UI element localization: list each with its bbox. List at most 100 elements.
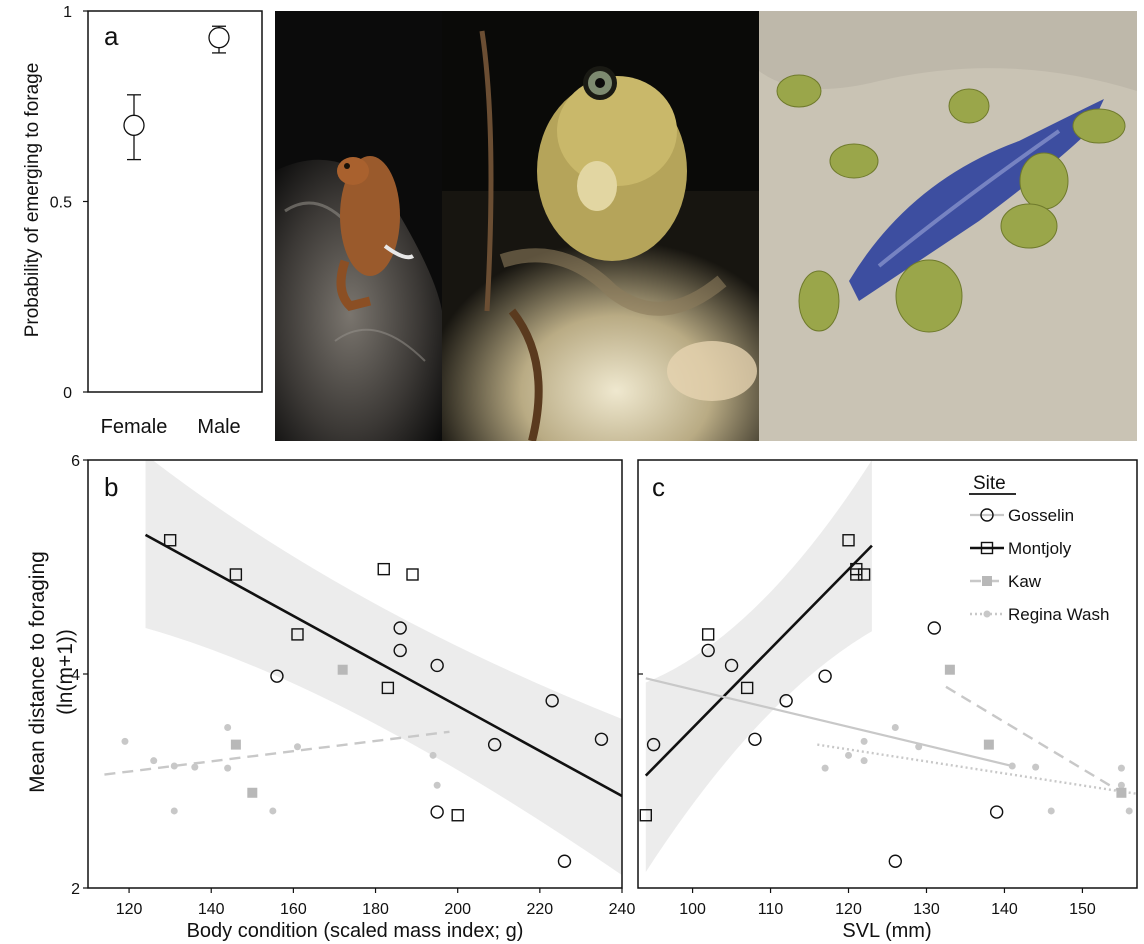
panel-c-fit-montjoly xyxy=(644,544,873,777)
panel-b-point-kaw xyxy=(230,739,241,750)
panel-b-xtick-label: 120 xyxy=(116,901,143,918)
panel-b-xtick-label: 180 xyxy=(362,901,389,918)
panel-b-xlabel: Body condition (scaled mass index; g) xyxy=(187,920,524,942)
panel-a-point xyxy=(208,27,230,49)
panel-b-label: b xyxy=(104,472,118,502)
panel-c-point-gosselin xyxy=(989,805,1004,819)
panel-b-point-regina-wash xyxy=(170,807,178,815)
panel-c-point-gosselin xyxy=(646,737,661,752)
panel-a-ytick-label: 0.5 xyxy=(50,195,72,212)
panel-b-point-montjoly xyxy=(377,562,390,576)
panel-c-point-regina-wash xyxy=(860,737,868,745)
panel-a-category-label: Male xyxy=(197,416,240,438)
panel-c-point-regina-wash xyxy=(1117,781,1125,789)
panel-c-point-gosselin xyxy=(724,658,739,673)
panel-c-point-montjoly xyxy=(639,809,652,822)
panel-b-point-gosselin xyxy=(430,805,444,819)
panel-b-point-montjoly xyxy=(381,681,395,695)
photo-toad-closeup xyxy=(442,11,759,441)
panel-c-confidence-band xyxy=(645,460,872,872)
panel-b-point-regina-wash xyxy=(269,807,277,815)
panel-b-point-regina-wash xyxy=(429,751,437,759)
panel-b-confidence-band xyxy=(145,460,622,876)
panel-c-point-regina-wash xyxy=(1125,807,1133,815)
panel-b-xtick-label: 200 xyxy=(444,901,471,918)
panel-a-category-label: Female xyxy=(101,416,168,438)
panel-c-point-kaw xyxy=(1116,787,1127,798)
panel-b-xtick-label: 220 xyxy=(526,901,553,918)
photo-toad-on-rock xyxy=(275,11,442,441)
legend-marker-regina-wash xyxy=(983,610,991,618)
panel-a-label: a xyxy=(104,21,119,51)
panel-b-point-gosselin xyxy=(430,658,444,673)
panel-c-fit-regina-wash xyxy=(817,743,1137,796)
panel-c-label: c xyxy=(652,472,665,502)
panel-a-frame xyxy=(87,10,263,393)
panel-b-point-gosselin xyxy=(557,854,572,868)
panel-b-xtick-label: 240 xyxy=(609,901,636,918)
panel-c-point-regina-wash xyxy=(1008,762,1016,770)
panel-c-fit-gosselin xyxy=(645,677,1013,768)
panel-b-fit-kaw xyxy=(104,730,450,776)
panel-c-point-gosselin xyxy=(779,694,793,708)
panel-c-point-regina-wash xyxy=(1032,763,1040,771)
panel-b-fit-montjoly xyxy=(144,533,622,798)
photo-toads-around-fish xyxy=(759,11,1137,441)
panel-b-point-gosselin xyxy=(393,621,407,635)
panel-b-point-montjoly xyxy=(451,809,464,822)
panel-b-point-kaw xyxy=(337,664,348,675)
legend-entry-label: Regina Wash xyxy=(1008,605,1109,624)
panel-c-xtick-label: 140 xyxy=(991,901,1018,918)
legend-entry-label: Gosselin xyxy=(1008,506,1074,525)
legend-marker-gosselin xyxy=(980,508,994,522)
panel-a-ytick-label: 1 xyxy=(63,4,72,21)
panel-c-point-regina-wash xyxy=(1117,764,1125,772)
panel-c-xlabel: SVL (mm) xyxy=(842,920,931,942)
panel-c-xtick-label: 120 xyxy=(835,901,862,918)
panel-c-point-gosselin xyxy=(701,643,715,658)
panel-b-point-kaw xyxy=(247,787,258,798)
panel-c-point-montjoly xyxy=(850,568,863,581)
panel-b-plot-area xyxy=(104,460,622,876)
panel-c-point-regina-wash xyxy=(1047,807,1055,815)
panel-a-point xyxy=(123,114,145,136)
panel-c-point-regina-wash xyxy=(845,751,853,759)
legend-entry-label: Montjoly xyxy=(1008,539,1072,558)
panel-c-point-gosselin xyxy=(888,854,902,868)
panel-c-xtick-label: 150 xyxy=(1069,901,1096,918)
panel-c-xtick-label: 100 xyxy=(679,901,706,918)
panel-b-ytick-label: 6 xyxy=(71,453,80,470)
panel-b-point-regina-wash xyxy=(224,724,232,731)
panel-b-point-gosselin xyxy=(594,732,609,746)
panel-b-point-montjoly xyxy=(291,628,304,641)
panel-c-point-regina-wash xyxy=(821,764,829,772)
panel-b-point-regina-wash xyxy=(433,781,441,789)
panel-b-ytick-label: 2 xyxy=(71,881,80,898)
panel-b-point-regina-wash xyxy=(191,763,199,771)
panel-c-point-montjoly xyxy=(701,628,715,641)
panel-b-point-regina-wash xyxy=(121,737,129,745)
panel-b-point-regina-wash xyxy=(150,757,158,765)
panel-c-point-regina-wash xyxy=(891,724,899,731)
panel-b-point-montjoly xyxy=(229,568,243,581)
panel-b-point-gosselin xyxy=(545,694,559,708)
legend-title: Site xyxy=(973,473,1006,494)
panel-b-xtick-label: 160 xyxy=(280,901,307,918)
panel-c-point-montjoly xyxy=(740,681,754,695)
legend-marker-kaw xyxy=(982,576,992,586)
panel-c-plot-area xyxy=(644,460,1137,872)
panel-c-point-gosselin xyxy=(927,621,941,635)
panel-a-ytick-label: 0 xyxy=(63,385,72,402)
panel-c-point-regina-wash xyxy=(915,743,923,751)
panel-b-ytick-label: 4 xyxy=(71,667,80,684)
panel-b-point-montjoly xyxy=(406,568,419,581)
panel-c-xtick-label: 130 xyxy=(913,901,940,918)
panel-b-point-gosselin xyxy=(487,737,502,752)
panel-b-point-gosselin xyxy=(393,643,407,658)
legend-entry-label: Kaw xyxy=(1008,572,1042,591)
panel-b-xtick-label: 140 xyxy=(198,901,225,918)
panel-c-point-gosselin xyxy=(818,669,832,683)
panel-b-point-regina-wash xyxy=(293,743,301,751)
panel-b-point-montjoly xyxy=(163,534,177,547)
